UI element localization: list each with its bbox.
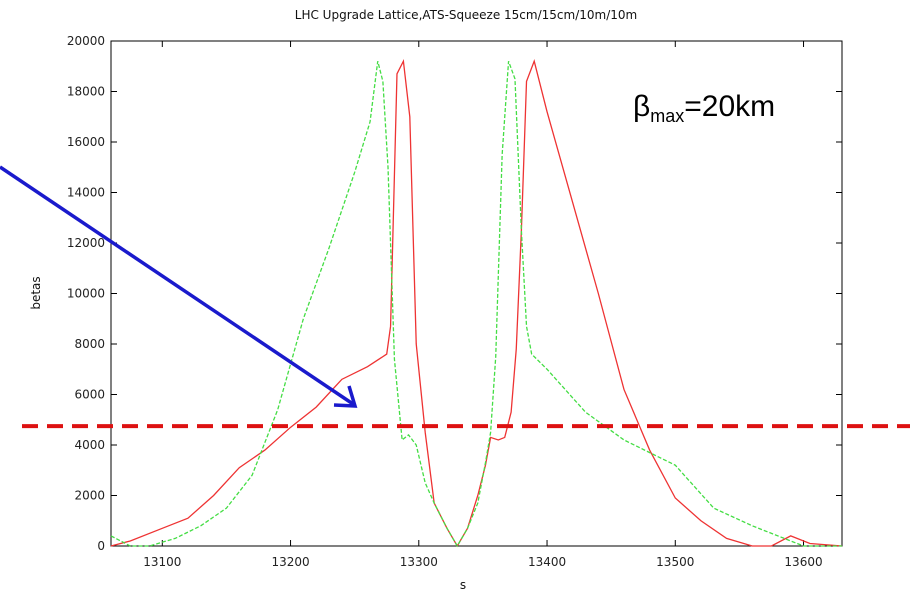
beta-max-annotation: βmax=20km: [633, 90, 775, 126]
y-tick-label: 16000: [67, 135, 105, 149]
beta-max-symbol: β: [633, 90, 650, 123]
y-tick-label: 12000: [67, 236, 105, 250]
x-tick-label: 13500: [656, 555, 694, 569]
annotation-arrow: [0, 165, 358, 408]
y-tick-label: 6000: [74, 388, 105, 402]
x-axis-label: s: [460, 578, 466, 592]
beta-max-subscript: max: [650, 106, 684, 126]
series-line-2: [110, 60, 842, 548]
x-tick-label: 13600: [784, 555, 822, 569]
chart-title: LHC Upgrade Lattice,ATS-Squeeze 15cm/15c…: [295, 8, 637, 22]
series-line-1: [110, 58, 843, 548]
x-axis-ticks: 13100 13200 13300 13400 13500 13600: [143, 41, 823, 569]
y-tick-label: 2000: [74, 489, 105, 503]
y-tick-label: 18000: [67, 85, 105, 99]
y-tick-label: 20000: [67, 34, 105, 48]
x-tick-label: 13400: [528, 555, 566, 569]
x-tick-label: 13100: [143, 555, 181, 569]
arrow-shaft: [0, 165, 354, 406]
y-tick-label: 4000: [74, 438, 105, 452]
y-tick-label: 0: [97, 539, 105, 553]
series-layer: [110, 58, 843, 548]
x-tick-label: 13200: [271, 555, 309, 569]
arrow-head: [333, 385, 358, 408]
y-tick-label: 10000: [67, 287, 105, 301]
y-tick-label: 14000: [67, 186, 105, 200]
y-tick-label: 8000: [74, 337, 105, 351]
beta-max-value: =20km: [684, 90, 775, 123]
x-tick-label: 13300: [400, 555, 438, 569]
y-axis-label: betas: [29, 276, 43, 309]
